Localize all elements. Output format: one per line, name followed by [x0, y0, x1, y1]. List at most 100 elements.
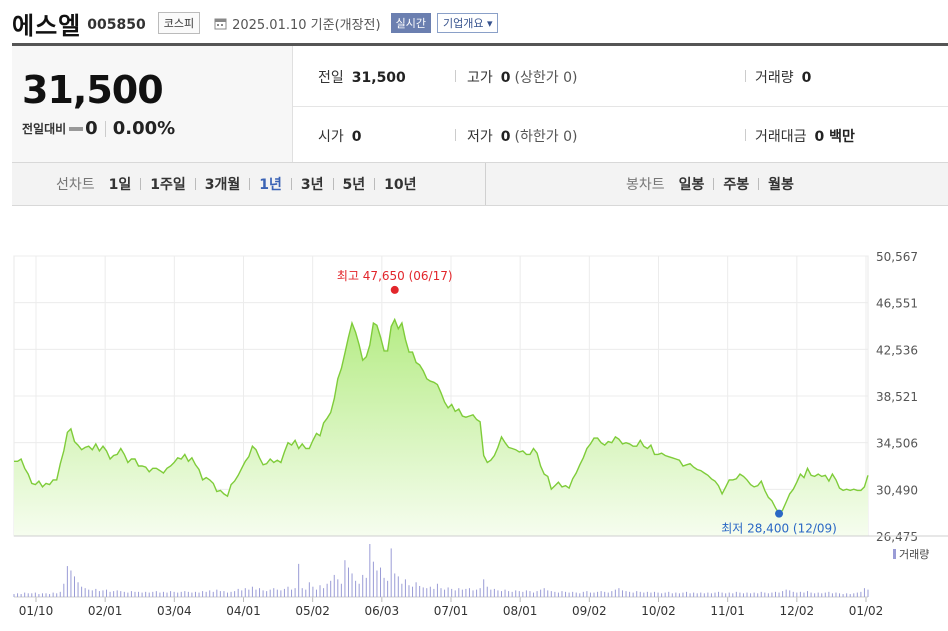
tab-1-day[interactable]: 1일: [108, 177, 132, 193]
stat-prev-close: 전일 31,500: [318, 67, 406, 87]
volume-bar: [408, 585, 410, 597]
volume-bar: [95, 588, 97, 597]
volume-bar: [365, 577, 367, 597]
volume-bar: [824, 592, 826, 597]
y-tick-label: 30,490: [876, 483, 918, 497]
x-tick-label: 06/03: [365, 604, 400, 618]
volume-bar: [718, 591, 720, 597]
volume-bar: [244, 588, 246, 597]
stat-volume: 거래량 0: [755, 67, 811, 87]
volume-bar: [155, 591, 157, 597]
volume-bar: [479, 588, 481, 597]
volume-bar: [632, 592, 634, 597]
volume-bar: [693, 592, 695, 597]
volume-bar: [390, 548, 392, 597]
volume-bar: [394, 573, 396, 597]
volume-bar: [223, 591, 225, 597]
volume-bar: [792, 591, 794, 597]
tab-1-year[interactable]: 1년: [259, 177, 282, 193]
tab-10-years[interactable]: 10년: [384, 177, 417, 193]
change-value: 0: [85, 118, 98, 139]
x-tick-label: 01/02: [849, 604, 884, 618]
volume-bar: [66, 566, 68, 597]
stat-label: 시가: [318, 129, 344, 145]
volume-bar: [141, 592, 143, 597]
volume-bar: [750, 593, 752, 597]
high-annotation: 최고 47,650 (06/17): [337, 269, 453, 283]
volume-bar: [493, 588, 495, 597]
change-label: 전일대비: [22, 122, 67, 136]
volume-bar: [344, 560, 346, 597]
volume-bar: [700, 592, 702, 597]
volume-bar: [209, 590, 211, 597]
company-overview-button[interactable]: 기업개요 ▾: [436, 13, 499, 33]
stat-value: 31,500: [351, 70, 406, 86]
volume-bar: [863, 588, 865, 597]
volume-bar: [262, 590, 264, 597]
change-row: 전일대비 0 0.00%: [22, 118, 175, 139]
volume-bar: [401, 583, 403, 597]
realtime-badge[interactable]: 실시간: [390, 13, 431, 33]
volume-bar: [849, 594, 851, 597]
volume-bar: [483, 579, 485, 597]
volume-bar: [52, 592, 54, 597]
volume-bar: [593, 592, 595, 597]
volume-bar: [856, 592, 858, 597]
volume-bar: [56, 593, 58, 597]
volume-bar: [219, 591, 221, 597]
tab-daily-candle[interactable]: 일봉: [678, 177, 705, 193]
volume-bar: [301, 588, 303, 597]
volume-bar: [454, 590, 456, 597]
tab-1-week[interactable]: 1주일: [150, 177, 186, 193]
volume-bar: [742, 593, 744, 597]
volume-bar: [500, 591, 502, 597]
volume-bar: [148, 592, 150, 597]
volume-bar: [614, 589, 616, 597]
volume-bar: [27, 593, 29, 597]
volume-bar: [134, 591, 136, 597]
volume-bar: [347, 567, 349, 597]
candle-chart-label: 봉차트: [626, 177, 665, 193]
volume-bar: [458, 588, 460, 597]
volume-bar: [575, 592, 577, 597]
volume-bar: [180, 591, 182, 597]
stat-value: 0 백만: [814, 129, 855, 145]
volume-bar: [796, 592, 798, 597]
divider: [455, 129, 456, 141]
volume-bar: [276, 589, 278, 597]
volume-bar: [486, 586, 488, 597]
volume-bar: [728, 592, 730, 597]
volume-bar: [116, 590, 118, 597]
volume-bar: [152, 591, 154, 597]
volume-bar: [109, 591, 111, 597]
volume-bar: [600, 591, 602, 597]
y-tick-label: 50,567: [876, 250, 918, 264]
stat-label: 고가: [467, 70, 493, 86]
tab-3-months[interactable]: 3개월: [204, 177, 241, 193]
stat-upper-limit: (상한가 0): [514, 70, 578, 86]
x-tick-label: 01/10: [19, 604, 54, 618]
volume-bar: [166, 592, 168, 597]
volume-bar: [721, 592, 723, 597]
volume-bar: [130, 591, 132, 597]
volume-bar: [230, 591, 232, 597]
volume-bar: [604, 591, 606, 597]
stat-high: 고가 0 (상한가 0): [467, 67, 577, 87]
volume-bar: [643, 592, 645, 597]
volume-bar: [710, 593, 712, 597]
volume-bar: [686, 591, 688, 597]
volume-bar: [13, 594, 15, 597]
tab-monthly-candle[interactable]: 월봉: [768, 177, 794, 193]
volume-bar: [387, 580, 389, 597]
tab-5-years[interactable]: 5년: [342, 177, 366, 193]
volume-bar: [597, 591, 599, 597]
volume-bar: [582, 591, 584, 597]
calendar-icon: [214, 18, 227, 29]
stock-name: 에스엘: [12, 11, 82, 40]
stat-low: 저가 0 (하한가 0): [467, 126, 577, 146]
tab-weekly-candle[interactable]: 주봉: [723, 177, 750, 193]
volume-bar: [778, 592, 780, 597]
tab-3-years[interactable]: 3년: [300, 177, 324, 193]
volume-bar: [447, 587, 449, 597]
volume-bar: [504, 589, 506, 597]
